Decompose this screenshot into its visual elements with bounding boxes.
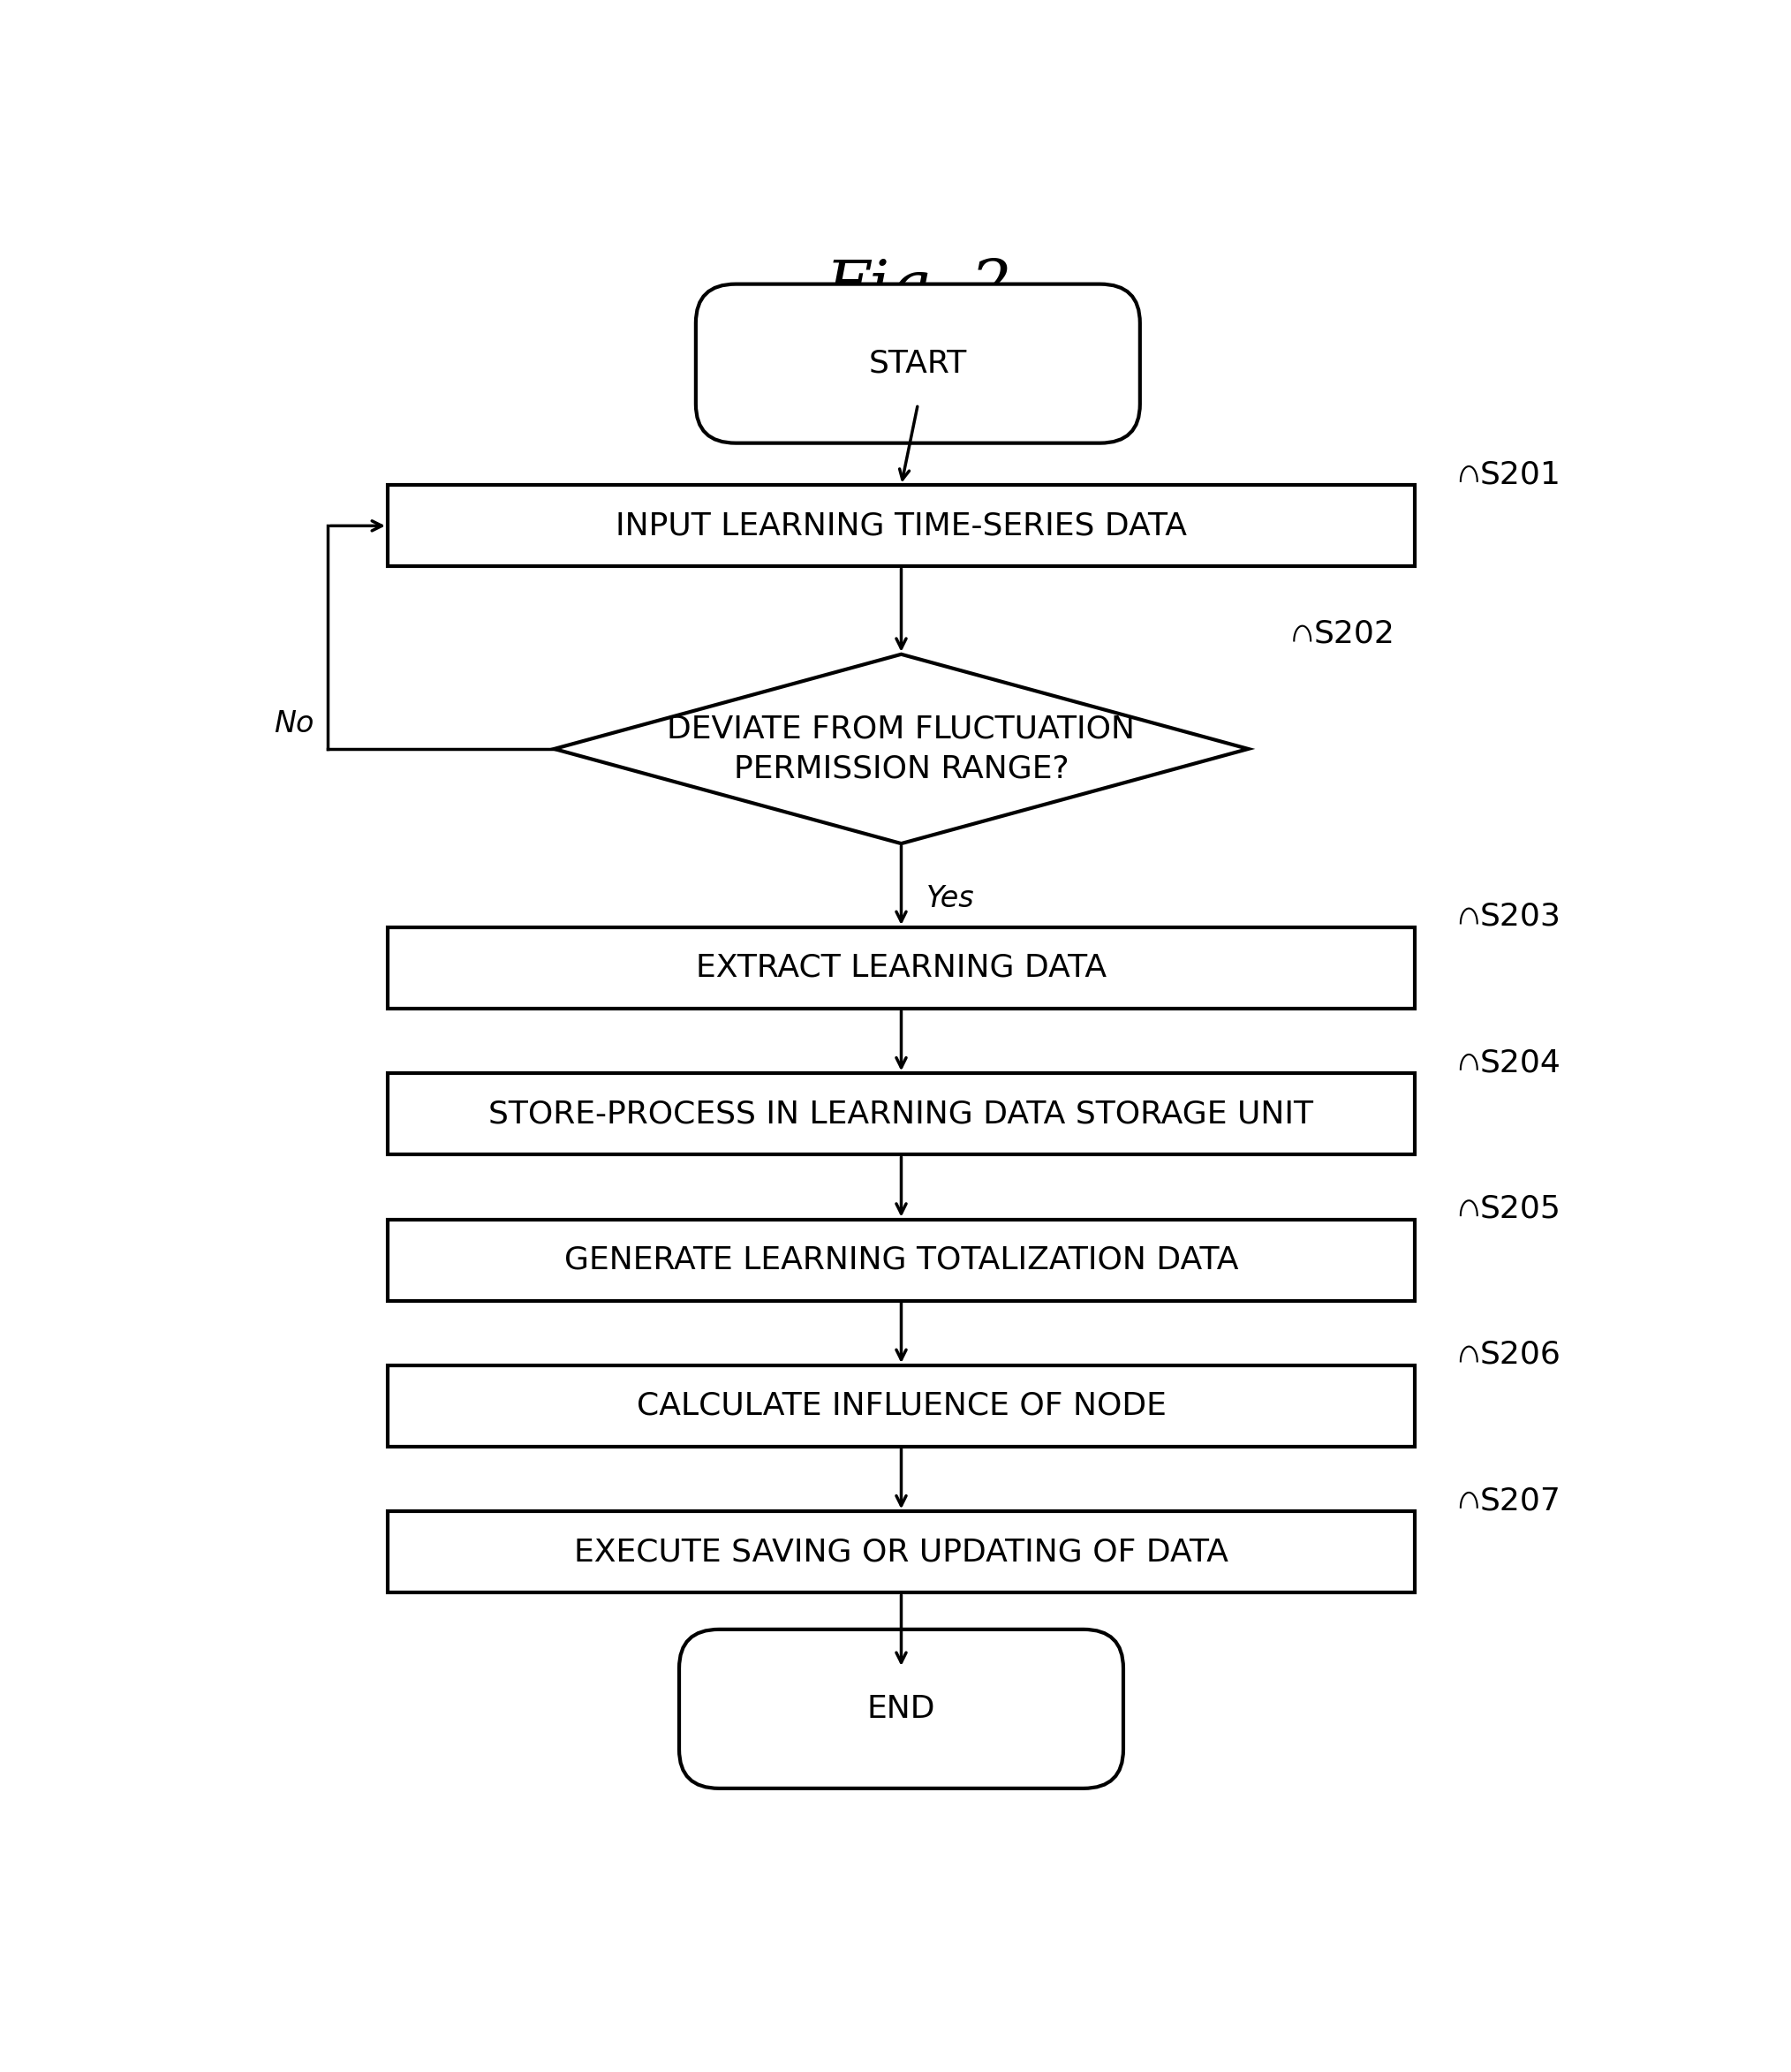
Text: S205: S205 — [1479, 1193, 1562, 1225]
Bar — [387, 485, 1415, 566]
Text: No: No — [274, 709, 313, 738]
Text: END: END — [867, 1693, 935, 1724]
Polygon shape — [553, 655, 1248, 843]
Text: GENERATE LEARNING TOTALIZATION DATA: GENERATE LEARNING TOTALIZATION DATA — [564, 1245, 1238, 1274]
FancyBboxPatch shape — [679, 1629, 1123, 1788]
Text: Fig. 2: Fig. 2 — [824, 257, 1012, 321]
Text: DEVIATE FROM FLUCTUATION
PERMISSION RANGE?: DEVIATE FROM FLUCTUATION PERMISSION RANG… — [668, 715, 1135, 783]
Text: INPUT LEARNING TIME-SERIES DATA: INPUT LEARNING TIME-SERIES DATA — [616, 512, 1187, 541]
Text: S206: S206 — [1479, 1341, 1562, 1370]
FancyBboxPatch shape — [695, 284, 1139, 443]
Text: Yes: Yes — [926, 885, 974, 914]
Text: START: START — [869, 348, 967, 379]
Bar — [387, 1073, 1415, 1154]
Text: S207: S207 — [1479, 1486, 1562, 1517]
Bar — [387, 1220, 1415, 1301]
Text: EXECUTE SAVING OR UPDATING OF DATA: EXECUTE SAVING OR UPDATING OF DATA — [575, 1537, 1229, 1566]
Text: S203: S203 — [1479, 901, 1562, 932]
Text: CALCULATE INFLUENCE OF NODE: CALCULATE INFLUENCE OF NODE — [636, 1390, 1166, 1421]
Text: STORE-PROCESS IN LEARNING DATA STORAGE UNIT: STORE-PROCESS IN LEARNING DATA STORAGE U… — [489, 1098, 1313, 1129]
Bar — [387, 928, 1415, 1009]
Text: S202: S202 — [1313, 620, 1395, 649]
Bar — [387, 1365, 1415, 1446]
Text: EXTRACT LEARNING DATA: EXTRACT LEARNING DATA — [697, 953, 1107, 982]
Text: S204: S204 — [1479, 1048, 1562, 1077]
Bar — [387, 1510, 1415, 1593]
Text: S201: S201 — [1479, 460, 1562, 489]
